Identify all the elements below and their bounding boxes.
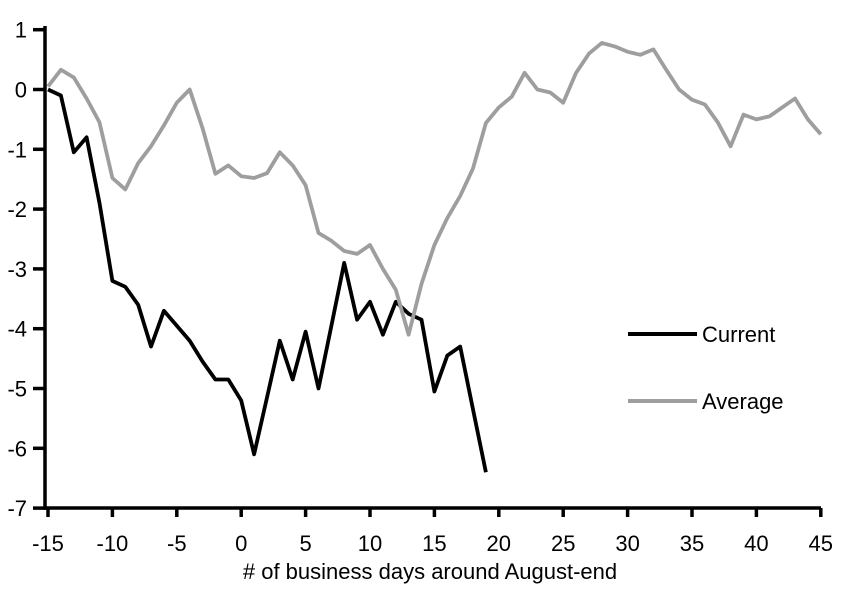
legend-label-average: Average	[702, 389, 784, 414]
x-tick-label: 5	[299, 531, 311, 556]
x-tick-label: -15	[32, 531, 64, 556]
series-lines	[46, 41, 823, 473]
x-tick-label: 30	[615, 531, 639, 556]
legend: Current Average	[628, 322, 784, 414]
y-tick-label: -2	[7, 197, 27, 222]
x-tick-label: 45	[809, 531, 833, 556]
y-tick-label: -5	[7, 377, 27, 402]
x-tick-label: 0	[235, 531, 247, 556]
x-tick-label: -10	[97, 531, 129, 556]
x-tick-label: 40	[744, 531, 768, 556]
y-tick-label: -4	[7, 317, 27, 342]
y-tick-label: -6	[7, 436, 27, 461]
x-tick-label: 35	[680, 531, 704, 556]
current-series-line	[47, 87, 488, 473]
x-tick-label: -5	[167, 531, 187, 556]
x-tick-label: 20	[487, 531, 511, 556]
axes: 10-1-2-3-4-5-6-7-15 -10 -5 0 5 10 15 20 25 30 35 40…	[7, 18, 833, 556]
x-tick-label: 10	[358, 531, 382, 556]
y-tick-label: 1	[15, 18, 27, 43]
legend-label-current: Current	[702, 322, 775, 347]
average-series-line	[46, 41, 823, 337]
y-tick-label: -3	[7, 257, 27, 282]
y-tick-label: -7	[7, 496, 27, 521]
y-tick-label: -1	[7, 137, 27, 162]
y-tick-label: 0	[15, 78, 27, 103]
x-tick-label: 15	[422, 531, 446, 556]
x-axis-title: # of business days around August-end	[243, 559, 617, 584]
x-tick-label: 25	[551, 531, 575, 556]
